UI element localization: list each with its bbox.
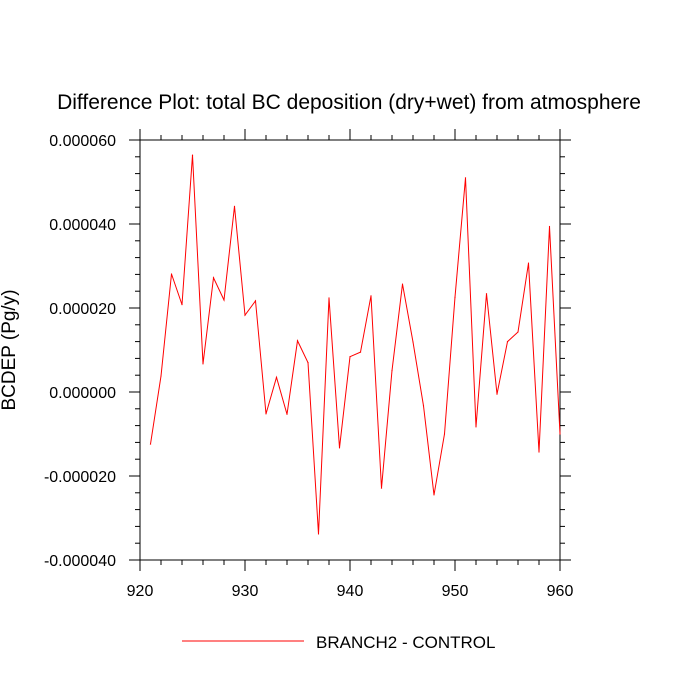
data-point (527, 262, 530, 264)
data-point (548, 225, 551, 228)
data-point (254, 300, 257, 302)
data-point (454, 296, 456, 298)
data-point (370, 295, 372, 297)
data-point (338, 447, 341, 449)
data-point (401, 283, 404, 285)
data-point (181, 304, 183, 306)
data-point (191, 154, 194, 156)
data-point (349, 356, 351, 358)
data-point (412, 341, 414, 343)
major-ticks (129, 129, 571, 571)
y-tick-label: -0.000040 (44, 553, 116, 570)
data-point (433, 494, 435, 496)
data-point (212, 277, 215, 279)
data-point (328, 297, 330, 299)
data-point (223, 299, 225, 301)
data-point (538, 451, 540, 453)
legend: BRANCH2 - CONTROL (182, 633, 495, 652)
x-tick-label: 960 (547, 583, 574, 600)
y-tick-labels: -0.000040 -0.000020 0.000000 0.000020 0.0000… (44, 133, 116, 570)
x-tick-labels: 920 930 940 950 960 (127, 583, 574, 600)
legend-label: BRANCH2 - CONTROL (316, 633, 495, 652)
y-tick-label: 0.000000 (49, 385, 116, 402)
x-tick-label: 940 (337, 583, 364, 600)
y-tick-label: 0.000060 (49, 133, 116, 150)
data-point (296, 340, 299, 342)
y-axis-label: BCDEP (Pg/y) (0, 289, 20, 410)
x-tick-label: 920 (127, 583, 154, 600)
data-point (286, 413, 288, 415)
data-point (464, 177, 467, 179)
data-point (559, 433, 561, 435)
minor-ticks (135, 135, 565, 565)
data-point (275, 376, 278, 378)
data-point (170, 273, 173, 275)
data-point (380, 487, 383, 489)
data-point (160, 375, 162, 377)
data-point (265, 413, 267, 415)
data-point (149, 443, 152, 445)
data-point (496, 393, 498, 395)
x-tick-label: 930 (232, 583, 259, 600)
data-point (422, 405, 425, 407)
data-point (244, 314, 246, 316)
data-point (506, 341, 509, 343)
data-point (517, 331, 519, 333)
series-line (150, 155, 561, 534)
data-point (443, 433, 446, 435)
data-point (233, 205, 236, 207)
series-layer (149, 154, 561, 535)
data-point (307, 362, 309, 364)
x-tick-label: 950 (442, 583, 469, 600)
data-point (391, 369, 393, 372)
data-point (485, 293, 488, 295)
chart-title: Difference Plot: total BC deposition (dr… (57, 91, 641, 114)
data-point (475, 426, 477, 428)
data-point (359, 351, 362, 353)
data-point (317, 533, 320, 535)
y-tick-label: 0.000040 (49, 217, 116, 234)
data-point (202, 363, 204, 365)
plot-frame (139, 139, 561, 561)
y-tick-label: 0.000020 (49, 301, 116, 318)
y-tick-label: -0.000020 (44, 469, 116, 486)
